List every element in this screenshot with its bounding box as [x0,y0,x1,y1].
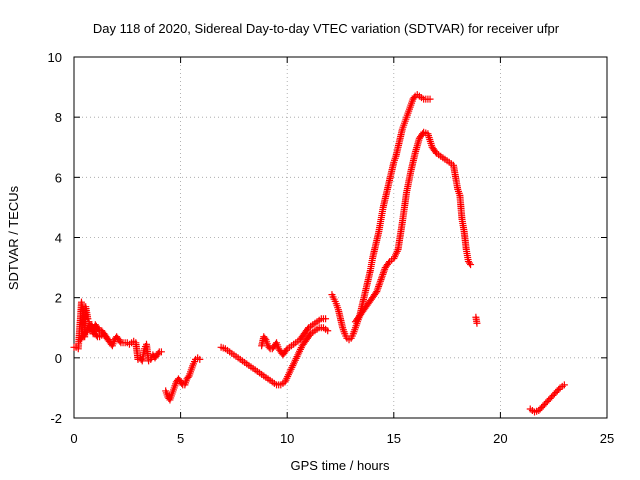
data-point [303,325,311,333]
data-point [378,272,386,280]
data-point [103,334,111,342]
x-tick-label: 20 [493,431,507,446]
data-point [154,349,162,357]
data-point [376,279,384,287]
x-tick-label: 5 [177,431,184,446]
data-point [379,269,387,277]
x-tick-label: 0 [70,431,77,446]
data-point [410,94,418,102]
y-axis-label: SDTVAR / TECUs [6,185,21,290]
x-tick-labels: 0 5 10 15 20 25 [70,431,614,446]
data-point [84,315,92,323]
data-point [384,259,392,267]
data-point [373,286,381,294]
y-tick-label: -2 [50,411,62,426]
data-point [375,281,383,289]
x-tick-label: 25 [600,431,614,446]
data-point [324,327,332,335]
x-tick-label: 10 [280,431,294,446]
y-tick-label: 10 [48,50,62,65]
x-tick-label: 15 [387,431,401,446]
data-point [184,373,192,381]
y-tick-label: 0 [55,351,62,366]
series-segment-3 [217,324,332,389]
y-tick-label: 2 [55,291,62,306]
data-point [157,348,165,356]
series-segment-8 [526,381,568,416]
y-tick-label: 4 [55,231,62,246]
data-point [375,282,383,290]
series-segment-4 [258,315,330,359]
data-point [465,259,473,267]
data-point [381,265,389,273]
data-point [196,355,204,363]
series-segment-6 [351,128,475,326]
y-tick-labels: -2 0 2 4 6 8 10 [48,50,62,426]
data-point [372,289,380,297]
data-point [560,381,568,389]
series-segment-2 [162,354,204,404]
series-segment-5 [328,91,434,344]
data-point [374,284,382,292]
series-segment-7 [472,313,481,327]
data-point [379,270,387,278]
data-points [70,91,568,416]
series-segment-1 [76,321,112,344]
data-point [306,331,314,339]
x-axis-label: GPS time / hours [291,458,390,473]
data-point [373,288,381,296]
grid-lines [74,57,607,418]
data-point [282,346,290,354]
data-point [377,276,385,284]
data-point [376,277,384,285]
data-point [104,336,112,344]
y-tick-label: 8 [55,110,62,125]
data-point [261,334,269,342]
data-point [555,385,563,393]
data-point [431,148,439,156]
data-point [378,274,386,282]
data-point [426,95,434,103]
data-point [467,261,475,269]
data-point [116,337,124,345]
y-tick-label: 6 [55,170,62,185]
data-point [88,322,96,330]
data-point [473,319,481,327]
chart-title: Day 118 of 2020, Sidereal Day-to-day VTE… [93,21,560,36]
plot-border [73,56,608,419]
data-point [322,315,330,323]
axis-ticks [73,56,608,419]
data-point [380,267,388,275]
